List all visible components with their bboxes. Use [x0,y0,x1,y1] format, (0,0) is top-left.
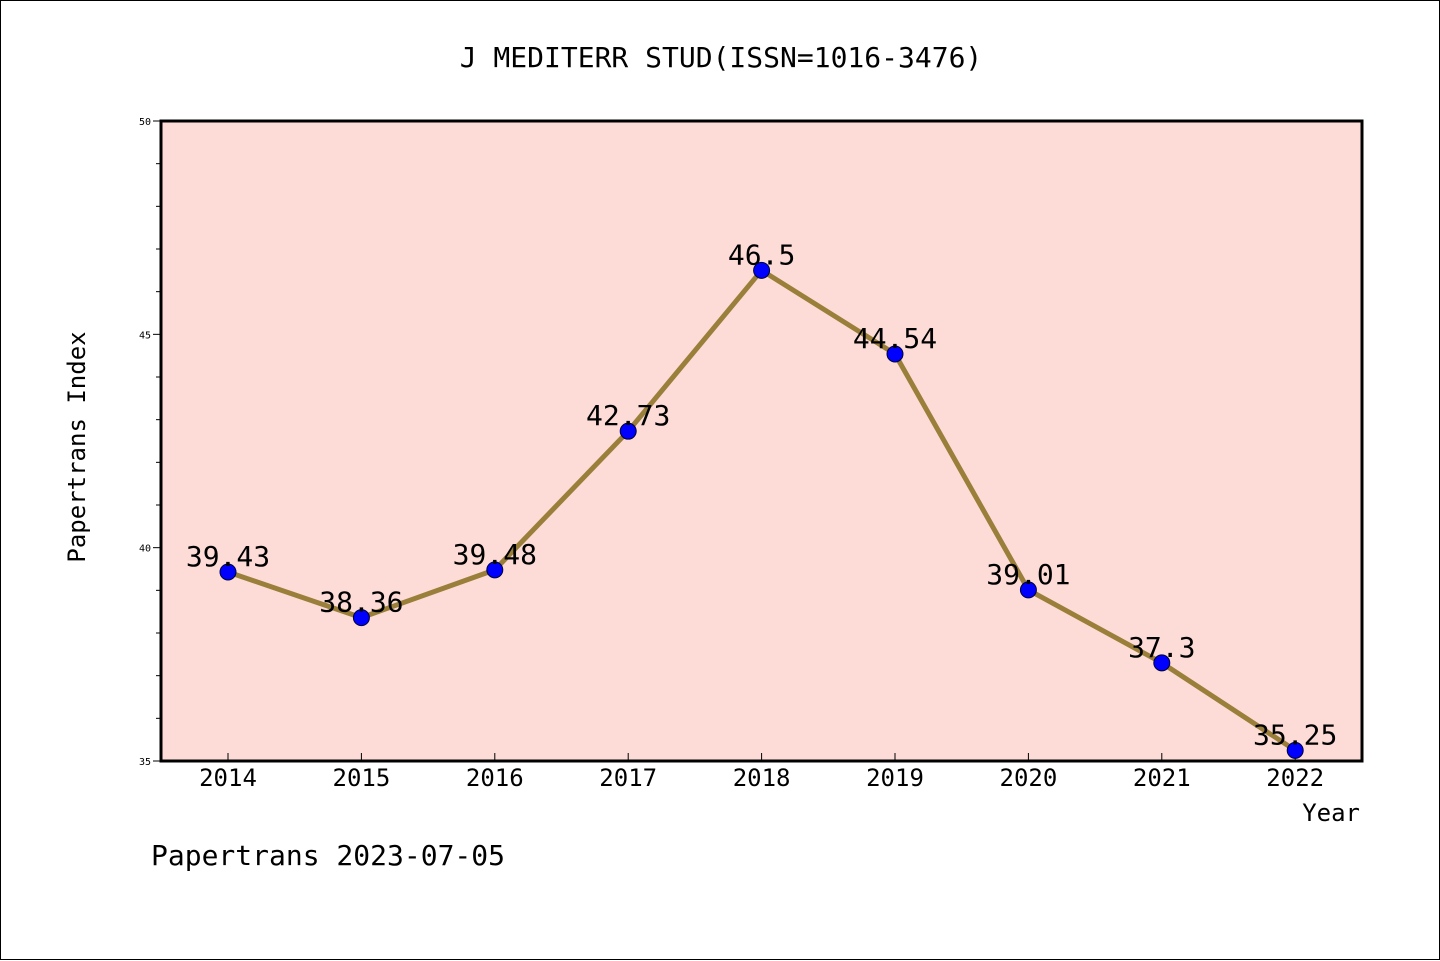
y-axis-label: Papertrans Index [63,331,91,562]
data-point-label: 44.54 [853,322,937,355]
y-tick-label: 40 [139,544,151,555]
data-point-marker [1019,581,1037,599]
data-point-marker [886,345,904,363]
x-tick-label: 2022 [1266,764,1324,792]
x-tick-label: 2016 [466,764,524,792]
data-point-label: 39.43 [186,540,270,573]
data-point-marker [619,422,637,440]
data-labels: 39.43 38.36 39.48 42.73 46.5 44.54 39.01 37.3 35… [186,238,1337,751]
x-tick-label: 2014 [199,764,257,792]
y-tick-label: 35 [139,757,151,768]
footer-date: Papertrans 2023-07-05 [151,839,505,872]
x-tick-label: 2019 [866,764,924,792]
data-point-label: 42.73 [586,399,670,432]
x-tick-label: 2021 [1133,764,1191,792]
data-point-label: 35.25 [1253,718,1337,751]
y-tick-label: 45 [139,330,151,341]
data-point-label: 39.01 [986,558,1070,591]
data-point-marker [1286,741,1304,759]
x-tick-label: 2015 [333,764,391,792]
y-tick-label: 50 [139,117,151,128]
data-point-marker [753,261,771,279]
data-point-marker [1153,654,1171,672]
x-tick-label: 2020 [1000,764,1058,792]
chart-title: J MEDITERR STUD(ISSN=1016-3476) [460,41,983,74]
data-point-label: 38.36 [319,586,403,619]
x-axis-label: Year [1302,799,1360,827]
data-point-label: 37.3 [1128,631,1195,664]
data-markers [219,261,1304,759]
x-axis: 2014 2015 2016 2017 2018 2019 2020 2021 2022 [199,753,1324,792]
data-point-marker [219,563,237,581]
x-tick-label: 2018 [733,764,791,792]
x-tick-label: 2017 [599,764,657,792]
data-point-marker [486,561,504,579]
data-point-label: 39.48 [453,538,537,571]
data-point-marker [352,609,370,627]
data-point-label: 46.5 [728,238,795,271]
y-axis: 35 40 45 50 [139,117,161,768]
plot-area [159,119,1364,763]
